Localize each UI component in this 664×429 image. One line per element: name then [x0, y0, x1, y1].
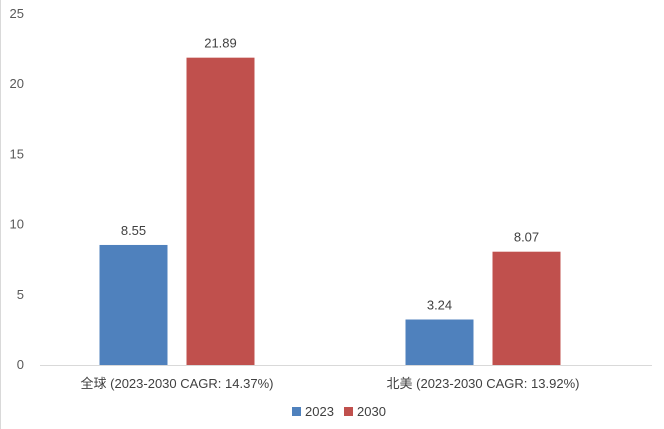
bar-2030-1 — [186, 57, 255, 365]
y-tick-label: 15 — [10, 146, 24, 161]
bar-2030-2 — [492, 251, 561, 365]
y-tick-label: 5 — [17, 287, 24, 302]
y-tick-label: 25 — [10, 6, 24, 21]
x-category-label: 北美 (2023-2030 CAGR: 13.92%) — [387, 376, 580, 391]
legend-label: 2023 — [305, 404, 334, 419]
x-category-label: 全球 (2023-2030 CAGR: 14.37%) — [81, 376, 274, 391]
y-tick-label: 20 — [10, 76, 24, 91]
y-tick-label: 0 — [17, 357, 24, 372]
y-axis: 0 5 10 15 20 25 — [10, 6, 24, 372]
legend-swatch — [344, 407, 353, 416]
legend-swatch — [292, 407, 301, 416]
legend: 2023 2030 — [292, 404, 386, 419]
y-tick-label: 10 — [10, 217, 24, 232]
data-label: 21.89 — [204, 36, 237, 51]
bar-2023-2 — [405, 319, 474, 365]
data-label: 8.55 — [121, 223, 146, 238]
data-labels: 8.55 21.89 3.24 8.07 — [121, 36, 539, 313]
data-label: 8.07 — [514, 230, 539, 245]
legend-label: 2030 — [357, 404, 386, 419]
x-axis-labels: 全球 (2023-2030 CAGR: 14.37%) 北美 (2023-2030… — [81, 376, 580, 391]
bars — [99, 57, 561, 365]
data-label: 3.24 — [427, 298, 452, 313]
bar-2023-1 — [99, 244, 168, 365]
